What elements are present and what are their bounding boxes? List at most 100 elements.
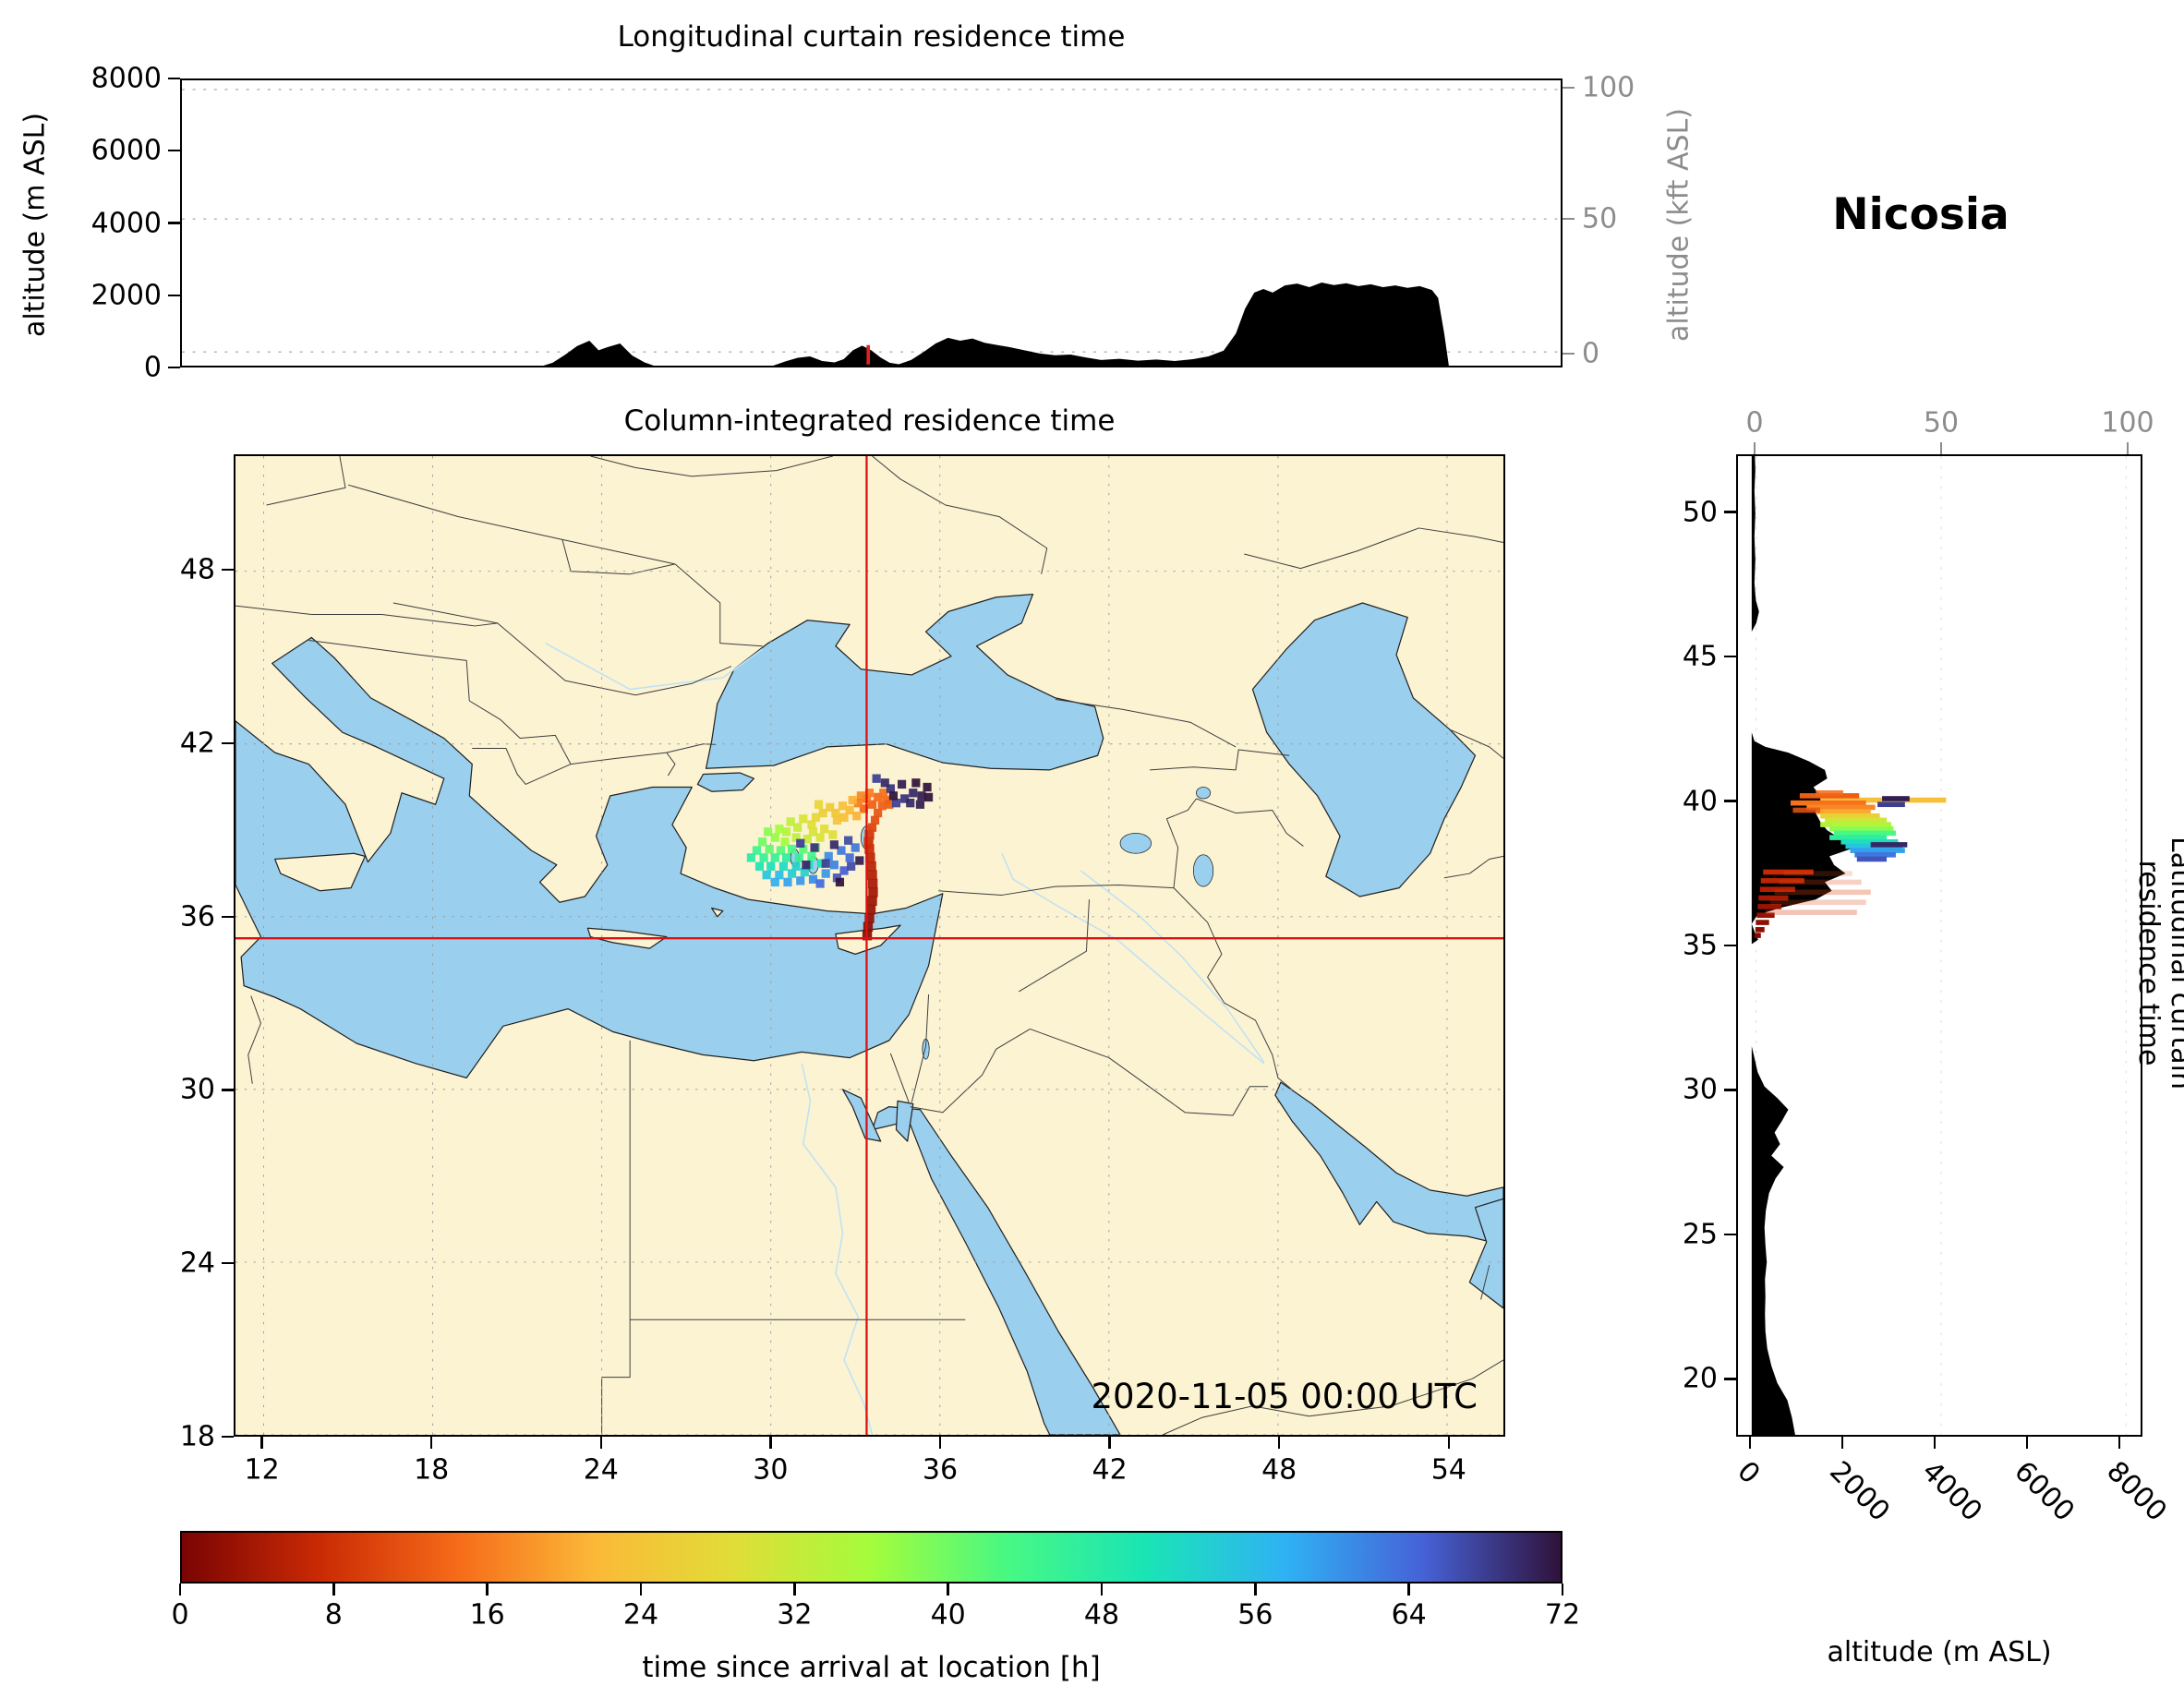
tick-mark	[1724, 1233, 1736, 1236]
longitudinal-curtain-plot	[182, 89, 1561, 366]
tick-label: 24	[179, 1246, 215, 1280]
tick-mark	[938, 1437, 942, 1449]
tick-mark	[1447, 1437, 1450, 1449]
tick-mark	[168, 222, 180, 224]
tick-mark	[222, 568, 234, 572]
tick-mark	[168, 294, 180, 296]
tick-label: 45	[1682, 640, 1718, 673]
tick-label: 8000	[2100, 1455, 2173, 1528]
tick-label: 56	[1237, 1598, 1273, 1632]
tick-label: 36	[179, 900, 215, 933]
map-panel-title: Column-integrated residence time	[623, 404, 1116, 438]
tick-mark	[1724, 800, 1736, 802]
tick-mark	[1933, 1437, 1937, 1449]
tick-label: 42	[1092, 1453, 1128, 1487]
tick-mark	[1561, 1584, 1564, 1596]
tick-mark	[222, 1262, 234, 1265]
timestamp-label: 2020-11-05 00:00 UTC	[1091, 1377, 1478, 1416]
colorbar	[180, 1531, 1563, 1584]
tick-mark	[639, 1584, 643, 1596]
tick-mark	[222, 1435, 234, 1439]
tick-mark	[2118, 1437, 2121, 1449]
tick-mark	[1840, 1437, 1844, 1449]
latitudinal-curtain-panel	[1736, 454, 2142, 1437]
tick-mark	[1753, 442, 1756, 454]
tick-mark	[947, 1584, 949, 1596]
tick-mark	[1108, 1437, 1111, 1449]
tick-label: 0	[171, 1598, 189, 1632]
tick-label: 0	[1745, 406, 1764, 440]
tick-label: 0	[143, 351, 162, 384]
tick-label: 40	[930, 1598, 966, 1632]
tick-label: 35	[1682, 929, 1718, 962]
tick-mark	[332, 1584, 335, 1596]
tick-label: 36	[922, 1453, 959, 1487]
tick-mark	[1563, 86, 1575, 90]
tick-label: 32	[777, 1598, 813, 1632]
tick-mark	[486, 1584, 489, 1596]
tick-label: 42	[179, 727, 215, 760]
tick-mark	[793, 1584, 796, 1596]
tick-mark	[2126, 442, 2130, 454]
tick-mark	[1724, 655, 1736, 658]
tick-label: 40	[1682, 785, 1718, 818]
longitudinal-curtain-panel	[180, 78, 1563, 367]
tick-mark	[168, 366, 180, 369]
right-panel-xlabel: altitude (m ASL)	[1827, 1636, 2052, 1668]
tick-label: 18	[414, 1453, 450, 1487]
tick-label: 16	[469, 1598, 505, 1632]
tick-label: 2000	[1823, 1455, 1896, 1528]
tick-mark	[1100, 1584, 1104, 1596]
tick-mark	[1278, 1437, 1281, 1449]
tick-mark	[1407, 1584, 1410, 1596]
tick-label: 100	[2101, 406, 2154, 440]
tick-mark	[1939, 442, 1943, 454]
tick-label: 64	[1391, 1598, 1427, 1632]
tick-mark	[178, 1584, 182, 1596]
tick-mark	[260, 1437, 263, 1449]
tick-label: 6000	[2008, 1455, 2081, 1528]
tick-mark	[769, 1437, 772, 1449]
tick-label: 8	[324, 1598, 343, 1632]
tick-label: 4000	[90, 207, 162, 239]
latitudinal-curtain-plot	[1751, 456, 2127, 1435]
tick-mark	[1748, 1437, 1752, 1449]
tick-mark	[222, 741, 234, 745]
tick-label: 30	[753, 1453, 789, 1487]
tick-mark	[222, 1089, 234, 1091]
tick-label: 4000	[1915, 1455, 1988, 1528]
tick-label: 72	[1544, 1598, 1581, 1632]
top-panel-title: Longitudinal curtain residence time	[617, 20, 1126, 54]
tick-label: 18	[179, 1420, 215, 1453]
tick-label: 54	[1430, 1453, 1466, 1487]
tick-label: 0	[1731, 1455, 1767, 1491]
tick-mark	[1724, 944, 1736, 947]
tick-mark	[1563, 217, 1575, 221]
tick-label: 100	[1582, 71, 1635, 104]
tick-label: 30	[179, 1073, 215, 1106]
tick-label: 25	[1682, 1218, 1718, 1251]
tick-mark	[1724, 511, 1736, 513]
tick-label: 50	[1582, 202, 1618, 235]
tick-label: 50	[1923, 406, 1960, 440]
tick-label: 48	[1261, 1453, 1297, 1487]
tick-mark	[222, 915, 234, 918]
tick-label: 6000	[90, 134, 162, 167]
tick-mark	[2025, 1437, 2029, 1449]
tick-label: 20	[1682, 1362, 1718, 1395]
tick-label: 24	[583, 1453, 619, 1487]
column-integrated-map	[235, 456, 1503, 1435]
top-panel-ylabel-left: altitude (m ASL)	[18, 112, 52, 338]
tick-label: 8000	[90, 62, 162, 95]
tick-mark	[168, 77, 180, 80]
station-name: Nicosia	[1832, 189, 2009, 240]
tick-label: 30	[1682, 1073, 1718, 1106]
tick-mark	[168, 150, 180, 152]
right-panel-ylabel: Latitudinal curtain residence time	[2132, 837, 2184, 1090]
map-panel: 2020-11-05 00:00 UTC	[234, 454, 1505, 1437]
tick-label: 48	[1083, 1598, 1120, 1632]
tick-mark	[1724, 1089, 1736, 1091]
tick-mark	[1254, 1584, 1257, 1596]
tick-label: 50	[1682, 496, 1718, 529]
